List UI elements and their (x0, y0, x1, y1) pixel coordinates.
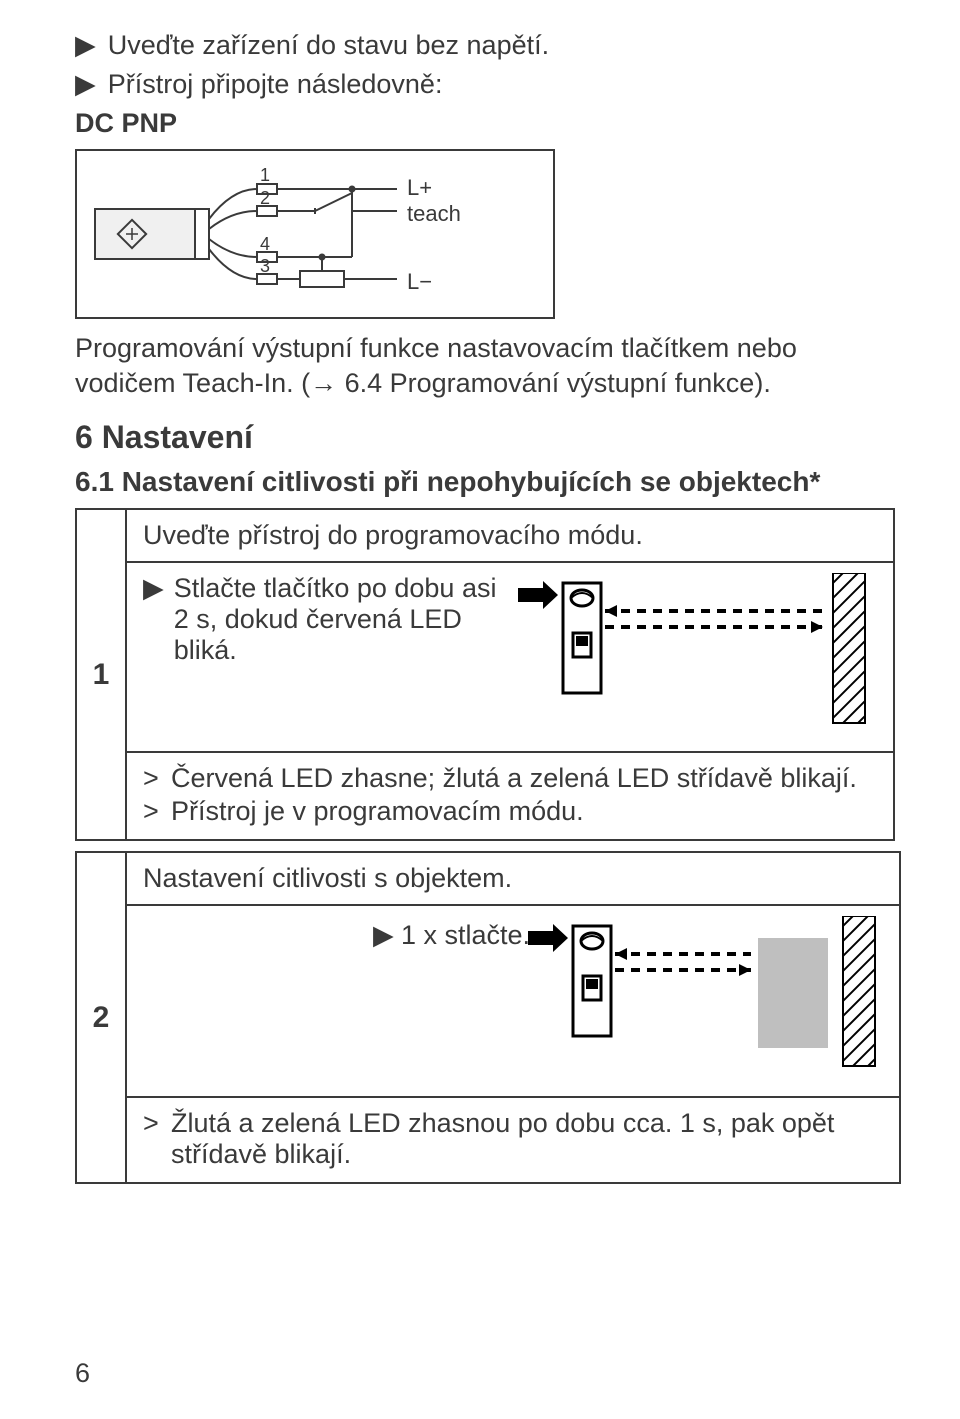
step-2-number: 2 (75, 851, 127, 1184)
step-1-row-1: Uveďte přístroj do programovacího módu. (127, 508, 895, 563)
svg-text:2: 2 (260, 188, 270, 208)
step-2-row-1: Nastavení citlivosti s objektem. (127, 851, 901, 906)
heading-6-1: 6.1 Nastavení citlivosti při nepohybujíc… (75, 466, 895, 498)
triangle-bullet-icon: ▶ (75, 69, 96, 100)
heading-6: 6 Nastavení (75, 419, 895, 456)
bullet-1-text: Uveďte zařízení do stavu bez napětí. (108, 30, 549, 61)
bullet-2: ▶ Přístroj připojte následovně: (75, 69, 895, 100)
svg-text:L+: L+ (407, 175, 432, 200)
svg-text:▶: ▶ (373, 920, 394, 950)
step-1-row-3a: Červená LED zhasne; žlutá a zelená LED s… (171, 763, 857, 794)
bullet-1: ▶ Uveďte zařízení do stavu bez napětí. (75, 30, 895, 61)
sensor-object-beam-icon: ▶ 1 x stlačte. (143, 916, 883, 1086)
svg-text:L−: L− (407, 269, 432, 294)
prog-paragraph: Programování výstupní funkce nastavovací… (75, 331, 895, 401)
step-2-row-3-text: Žlutá a zelená LED zhasnou po dobu cca. … (171, 1108, 883, 1170)
step-1-row-2-text: Stlačte tlačítko po dobu asi 2 s, dokud … (174, 573, 503, 666)
wiring-diagram: 1 2 4 3 L+ teach L− (75, 149, 555, 319)
page-number: 6 (75, 1358, 90, 1389)
greater-than-icon: > (143, 796, 171, 827)
step-1-number: 1 (75, 508, 127, 841)
greater-than-icon: > (143, 763, 171, 794)
wiring-svg: 1 2 4 3 L+ teach L− (77, 151, 553, 317)
sensor-beam-icon (513, 573, 873, 743)
step-2-row-2: ▶ 1 x stlačte. (127, 906, 901, 1098)
svg-text:4: 4 (260, 234, 270, 254)
greater-than-icon: > (143, 1108, 171, 1139)
svg-text:teach: teach (407, 201, 461, 226)
step-2-table: 2 Nastavení citlivosti s objektem. ▶ 1 x… (75, 851, 895, 1184)
step-2-row-3: >Žlutá a zelená LED zhasnou po dobu cca.… (127, 1098, 901, 1184)
step-1-table: 1 Uveďte přístroj do programovacího módu… (75, 508, 895, 841)
step-1-row-3: >Červená LED zhasne; žlutá a zelená LED … (127, 753, 895, 841)
triangle-bullet-icon: ▶ (75, 30, 96, 61)
svg-text:3: 3 (260, 256, 270, 276)
dcpnp-label: DC PNP (75, 108, 895, 139)
step-1-row-2: ▶ Stlačte tlačítko po dobu asi 2 s, doku… (127, 563, 895, 753)
svg-text:1 x stlačte.: 1 x stlačte. (401, 920, 530, 950)
bullet-2-text: Přístroj připojte následovně: (108, 69, 443, 100)
svg-text:1: 1 (260, 165, 270, 185)
step-1-row-3b: Přístroj je v programovacím módu. (171, 796, 584, 827)
triangle-bullet-icon: ▶ (143, 573, 164, 604)
